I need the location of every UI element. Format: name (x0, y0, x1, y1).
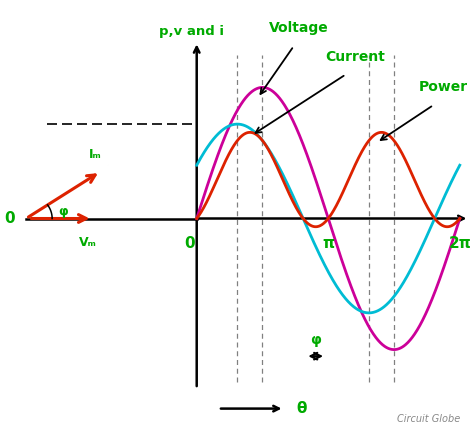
Text: p,v and i: p,v and i (159, 24, 225, 38)
Text: π: π (322, 236, 334, 251)
Text: φ: φ (58, 205, 68, 218)
Text: Vₘ: Vₘ (79, 236, 97, 249)
Text: Voltage: Voltage (269, 21, 328, 35)
Text: Current: Current (326, 50, 385, 64)
Text: 0: 0 (184, 236, 195, 251)
Text: θ: θ (296, 401, 307, 416)
Text: Power: Power (419, 80, 468, 94)
Text: φ: φ (310, 333, 321, 347)
Text: 0: 0 (4, 211, 15, 226)
Text: 2π: 2π (448, 236, 471, 251)
Text: Circuit Globe: Circuit Globe (397, 414, 460, 424)
Text: Iₘ: Iₘ (89, 148, 102, 161)
